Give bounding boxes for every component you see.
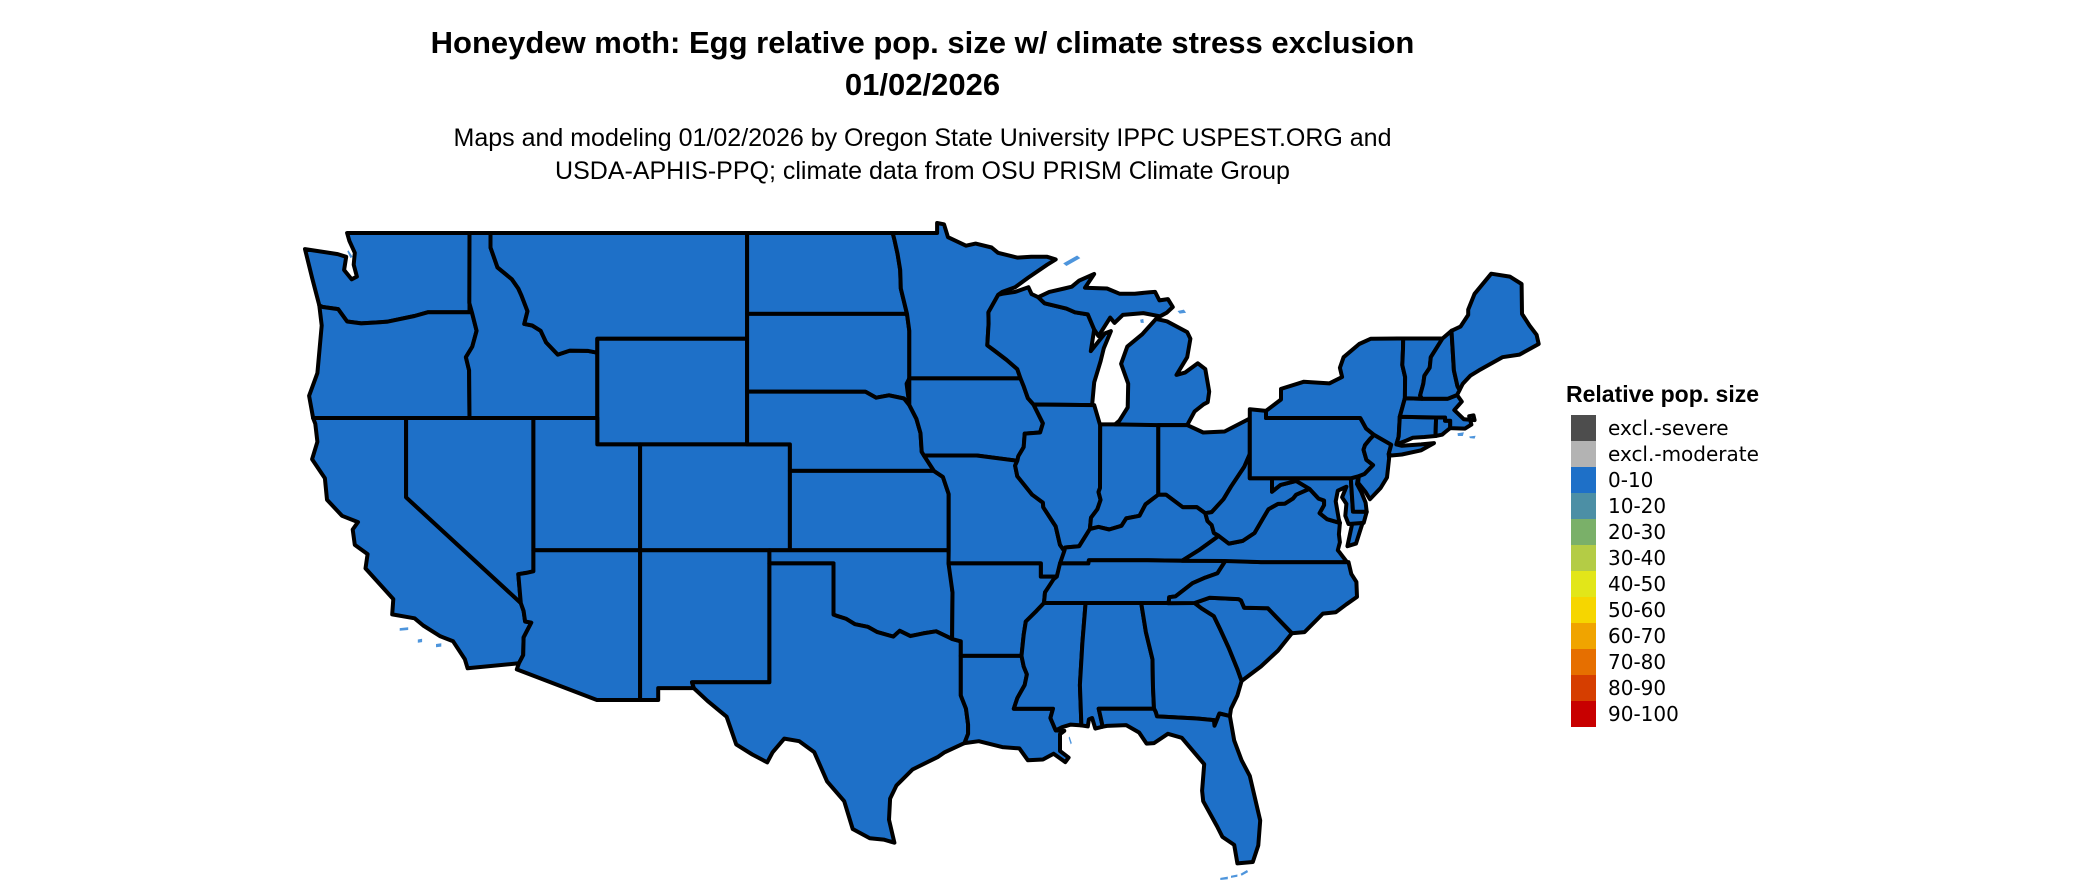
legend-item-0-10: 0-10 — [1566, 467, 1759, 493]
legend-label: 80-90 — [1608, 676, 1667, 700]
map-title-date: 01/02/2026 — [844, 67, 1001, 102]
legend-color-swatch — [1571, 649, 1596, 675]
legend-label: 40-50 — [1608, 572, 1667, 596]
legend-color-swatch — [1571, 571, 1596, 597]
state-nd — [745, 231, 909, 316]
channel-islands-south — [436, 643, 442, 648]
title-block: Honeydew moth: Egg relative pop. size w/… — [305, 22, 1540, 106]
legend-color-swatch — [1571, 675, 1596, 701]
map-credit-line1: Maps and modeling 01/02/2026 by Oregon S… — [453, 124, 1392, 152]
legend-item-70-80: 70-80 — [1566, 649, 1759, 675]
legend-color-swatch — [1571, 701, 1596, 727]
channel-islands-north — [399, 627, 409, 631]
state-nj — [1356, 432, 1394, 502]
legend-label: 70-80 — [1608, 650, 1667, 674]
state-nm — [638, 548, 772, 702]
state-or — [307, 303, 479, 420]
map-title-line1: Honeydew moth: Egg relative pop. size w/… — [430, 25, 1415, 60]
legend-title: Relative pop. size — [1566, 381, 1760, 407]
legend-color-swatch — [1571, 623, 1596, 649]
legend-label: 30-40 — [1608, 546, 1667, 570]
legend-label: excl.-moderate — [1608, 442, 1759, 466]
legend-color-swatch — [1571, 545, 1596, 571]
drummond-island — [1177, 309, 1187, 314]
legend-item-60-70: 60-70 — [1566, 623, 1759, 649]
florida-keys-west — [1220, 876, 1228, 880]
legend-label: 60-70 — [1608, 624, 1667, 648]
chandeleur-islands — [1068, 736, 1072, 745]
state-ks — [787, 468, 951, 553]
marthas-vineyard — [1457, 432, 1464, 436]
legend-color-swatch — [1571, 467, 1596, 493]
state-co — [638, 442, 792, 553]
nantucket — [1469, 435, 1476, 439]
state-md — [1270, 476, 1369, 526]
legend-item-excl.-moderate: excl.-moderate — [1566, 441, 1759, 467]
state-wi — [985, 285, 1113, 408]
legend-color-swatch — [1571, 597, 1596, 623]
legend-item-40-50: 40-50 — [1566, 571, 1759, 597]
legend-item-excl.-severe: excl.-severe — [1566, 415, 1759, 441]
florida-keys-east — [1240, 870, 1249, 876]
legend-label: 10-20 — [1608, 494, 1667, 518]
whidbey-island — [347, 250, 353, 259]
state-ct — [1394, 414, 1439, 447]
legend-color-swatch — [1571, 519, 1596, 545]
state-va-eastern-shore — [1345, 520, 1365, 549]
state-mi-up — [1036, 272, 1175, 339]
legend-label: 20-30 — [1608, 520, 1667, 544]
legend-label: 50-60 — [1608, 598, 1667, 622]
legend-color-swatch — [1571, 441, 1596, 467]
legend-item-20-30: 20-30 — [1566, 519, 1759, 545]
legend-label: excl.-severe — [1608, 416, 1729, 440]
state-tx — [690, 561, 971, 845]
legend-item-30-40: 30-40 — [1566, 545, 1759, 571]
legend-label: 0-10 — [1608, 468, 1654, 492]
florida-keys-middle — [1231, 874, 1238, 878]
legend: Relative pop. size excl.-severe excl.-mod… — [1566, 381, 1759, 727]
state-wy — [595, 336, 750, 447]
isle-royale — [1063, 255, 1081, 266]
state-me — [1449, 271, 1541, 392]
legend-item-50-60: 50-60 — [1566, 597, 1759, 623]
legend-item-10-20: 10-20 — [1566, 493, 1759, 519]
channel-islands-catalina — [417, 638, 423, 643]
beaver-island — [1140, 318, 1144, 323]
state-az — [514, 548, 643, 702]
legend-items: excl.-severe excl.-moderate 0-10 10-20 20-30… — [1566, 415, 1759, 727]
subtitle-block: Maps and modeling 01/02/2026 by Oregon S… — [305, 122, 1540, 188]
legend-label: 90-100 — [1608, 702, 1679, 726]
legend-color-swatch — [1571, 415, 1596, 441]
legend-item-80-90: 80-90 — [1566, 675, 1759, 701]
legend-item-90-100: 90-100 — [1566, 701, 1759, 727]
map-credit-line2: USDA-APHIS-PPQ; climate data from OSU PR… — [555, 157, 1290, 185]
state-fl — [1096, 706, 1263, 866]
state-nc — [1166, 558, 1359, 636]
legend-color-swatch — [1571, 493, 1596, 519]
state-mi-lp — [1113, 316, 1212, 428]
